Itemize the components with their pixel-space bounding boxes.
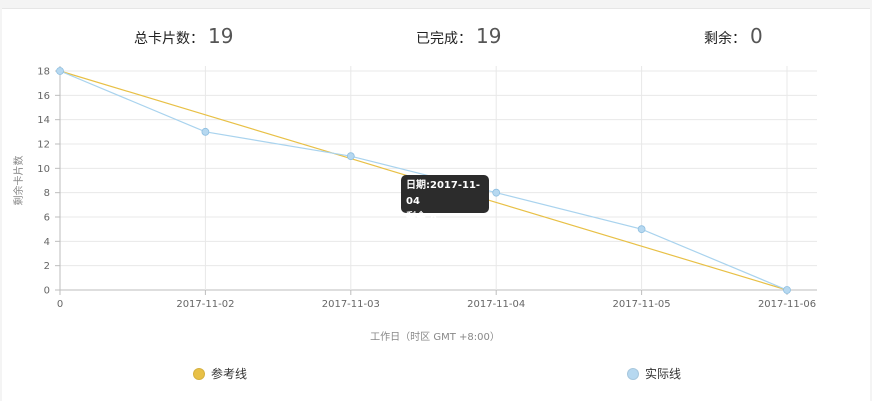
y-tick-label: 2 — [44, 261, 50, 272]
completed-value: 19 — [476, 24, 502, 48]
total-cards-label: 总卡片数： — [134, 31, 204, 47]
actual-data-point — [201, 127, 210, 136]
y-tick-label: 8 — [44, 188, 50, 199]
legend-actual-swatch — [627, 367, 639, 380]
data-tooltip: 日期:2017-11-04 剩余:8 — [401, 175, 489, 223]
remaining-label: 剩余： — [704, 31, 746, 47]
actual-data-point — [783, 286, 791, 294]
y-tick-label: 4 — [44, 237, 50, 248]
x-tick-label: 2017-11-02 — [176, 299, 234, 310]
y-axis-title: 剩余卡片数 — [12, 156, 25, 206]
actual-line — [59, 70, 788, 291]
remaining-value: 0 — [750, 24, 763, 48]
y-tick-label: 16 — [37, 91, 50, 102]
y-tick-label: 14 — [37, 115, 50, 126]
y-tick-label: 12 — [37, 140, 50, 151]
legend-item-actual[interactable]: 实际线 — [627, 365, 681, 382]
legend-reference-label: 参考线 — [211, 367, 248, 381]
x-axis-title: 工作日（时区 GMT +8:00） — [370, 331, 500, 343]
y-tick-label: 18 — [37, 67, 50, 78]
tooltip-remaining: 剩余:8 — [406, 212, 437, 223]
legend-reference-swatch — [193, 367, 205, 380]
actual-data-point — [56, 67, 64, 75]
x-tick-label: 2017-11-03 — [322, 299, 380, 310]
completed-label: 已完成： — [416, 31, 472, 47]
completed-stat: 已完成： 19 — [416, 24, 501, 48]
y-tick-label: 10 — [37, 164, 50, 175]
tooltip-date: 日期:2017-11-04 — [406, 180, 481, 207]
legend-actual-label: 实际线 — [645, 367, 682, 381]
x-tick-label: 2017-11-05 — [613, 299, 671, 310]
actual-data-point — [492, 188, 501, 197]
actual-data-point — [346, 152, 355, 161]
y-tick-label: 0 — [44, 286, 50, 297]
actual-data-point — [637, 225, 646, 234]
total-cards-stat: 总卡片数： 19 — [134, 24, 233, 48]
legend-item-reference[interactable]: 参考线 — [193, 365, 247, 382]
x-tick-label: 2017-11-04 — [467, 299, 525, 310]
x-tick-label: 2017-11-06 — [758, 299, 816, 310]
y-tick-label: 6 — [44, 213, 50, 224]
x-tick-label: 0 — [57, 299, 63, 310]
total-cards-value: 19 — [208, 24, 234, 48]
remaining-stat: 剩余： 0 — [704, 24, 763, 48]
